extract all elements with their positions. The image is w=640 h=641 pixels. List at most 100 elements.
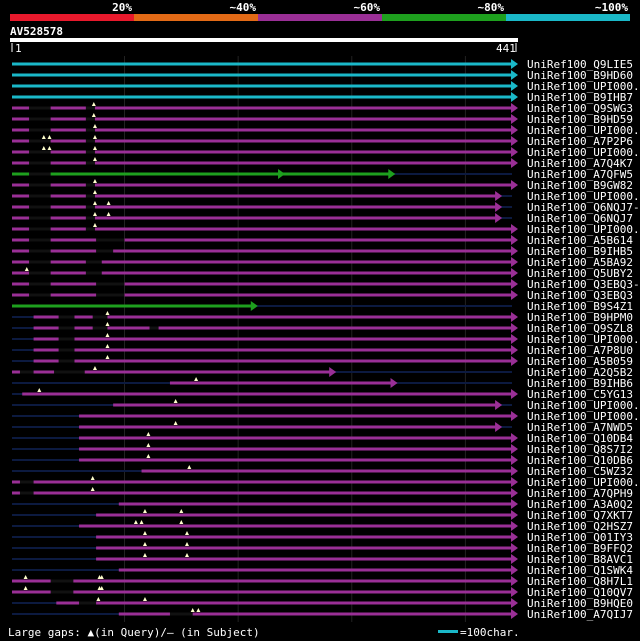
hit-label: UniRef100_A5B614 [527, 234, 633, 247]
subject-gap [50, 590, 74, 594]
hit-label: UniRef100_UPI000.. [527, 410, 640, 423]
hit-row: UniRef100_A7P2P6 [12, 135, 633, 148]
hit-bar [12, 491, 512, 495]
hit-row: UniRef100_B8AVC1 [12, 553, 633, 566]
query-gap-marker [90, 487, 95, 491]
legend-label: ~80% [478, 1, 505, 14]
hit-row: UniRef100_Q1SWK4 [12, 564, 633, 577]
hit-label: UniRef100_A5B059 [527, 355, 633, 368]
query-gap-marker [99, 586, 104, 590]
query-start-label: 1 [15, 42, 22, 55]
hit-row: UniRef100_B9HPM0 [12, 311, 633, 324]
subject-gap [85, 183, 95, 187]
subject-gap [58, 326, 75, 330]
subject-gap [19, 491, 34, 495]
hit-row: UniRef100_UPI000.. [12, 146, 640, 159]
hit-label: UniRef100_Q10DB4 [527, 432, 633, 445]
hit-arrow [511, 246, 518, 256]
query-gap-marker [187, 465, 192, 469]
hit-row: UniRef100_A7Q4K7 [12, 157, 633, 170]
query-ruler: AV528578 1 441 [10, 25, 518, 55]
hit-label: UniRef100_UPI000.. [527, 333, 640, 346]
hit-arrow [511, 356, 518, 366]
hit-bar [12, 216, 497, 220]
hit-label: UniRef100_B9HPM0 [527, 311, 633, 324]
hit-arrow [511, 235, 518, 245]
hit-bar [141, 469, 512, 473]
hit-label: UniRef100_Q6NQJ7 [527, 212, 633, 225]
hit-arrow [511, 136, 518, 146]
hit-label: UniRef100_Q3EBQ3 [527, 289, 633, 302]
hit-label: UniRef100_B9IHB5 [527, 245, 633, 258]
hit-row: UniRef100_UPI000.. [12, 410, 640, 423]
hit-row: UniRef100_A7QFW5 [12, 168, 633, 181]
hit-bar [96, 557, 512, 561]
legend-label: 20% [112, 1, 132, 14]
hit-arrow [511, 455, 518, 465]
hit-label: UniRef100_A7QIJ7 [527, 608, 633, 621]
query-gap-marker [23, 586, 28, 590]
subject-gap [58, 315, 75, 319]
hit-label: UniRef100_Q10DB6 [527, 454, 633, 467]
hit-label: UniRef100_B8AVC1 [527, 553, 633, 566]
hit-row: UniRef100_A7P8U0 [12, 344, 633, 357]
hit-label: UniRef100_UPI000.. [527, 124, 640, 137]
hit-arrow [511, 565, 518, 575]
subject-gap [58, 359, 75, 363]
hit-label: UniRef100_Q01IY3 [527, 531, 633, 544]
query-gap-marker [196, 608, 201, 612]
subject-gap [79, 601, 97, 605]
hit-row: UniRef100_Q6NQJ7 [12, 212, 633, 225]
hit-bar [56, 601, 513, 605]
query-gap-marker [92, 223, 97, 227]
subject-gap [58, 337, 75, 341]
hit-bar [33, 348, 512, 352]
subject-gap [85, 271, 102, 275]
hit-arrow [511, 466, 518, 476]
hit-bar [79, 524, 512, 528]
hit-arrow [511, 224, 518, 234]
query-gap-marker [90, 476, 95, 480]
hit-label: UniRef100_UPI000.. [527, 223, 640, 236]
hit-row: UniRef100_Q5UBY2 [12, 267, 633, 280]
hit-label: UniRef100_C5YG13 [527, 388, 633, 401]
subject-gap [92, 315, 108, 319]
query-gap-marker [92, 157, 97, 161]
hit-bar [169, 381, 392, 385]
subject-gap [29, 227, 51, 231]
hit-arrow [511, 433, 518, 443]
hit-arrow [511, 345, 518, 355]
query-gap-marker [142, 531, 147, 535]
subject-gap [85, 161, 95, 165]
hit-arrow [511, 323, 518, 333]
hit-row: UniRef100_B9FFQ2 [12, 542, 633, 555]
query-gap-marker [185, 531, 189, 535]
hit-row: UniRef100_C5WZ32 [12, 465, 633, 478]
hit-row: UniRef100_C5YG13 [12, 388, 633, 401]
hit-arrow [511, 488, 518, 498]
query-gap-marker [92, 190, 97, 194]
hit-arrow [495, 400, 503, 410]
hit-row: UniRef100_A5B614 [12, 234, 633, 247]
hit-label: UniRef100_Q1SWK4 [527, 564, 633, 577]
hit-arrow [511, 411, 518, 421]
hit-arrow [511, 609, 518, 619]
subject-gap [92, 326, 108, 330]
hit-arrow [511, 103, 518, 113]
hit-label: UniRef100_Q8S7I2 [527, 443, 633, 456]
hit-row: UniRef100_B9HQE0 [12, 597, 633, 610]
hit-bar [12, 480, 512, 484]
subject-gap [85, 216, 95, 220]
hit-bar [118, 502, 513, 506]
hit-arrow [511, 532, 518, 542]
hit-row: UniRef100_Q6NQJ7-2 [12, 201, 640, 214]
hit-arrow [511, 444, 518, 454]
hit-row: UniRef100_A5BA92 [12, 256, 633, 269]
hit-label: UniRef100_Q3EBQ3-2 [527, 278, 640, 291]
hit-arrow [511, 312, 518, 322]
hit-arrow [329, 367, 337, 377]
hit-arrow [511, 125, 518, 135]
hit-row: UniRef100_B9S4Z1 [12, 300, 633, 313]
legend-label: ~40% [230, 1, 257, 14]
